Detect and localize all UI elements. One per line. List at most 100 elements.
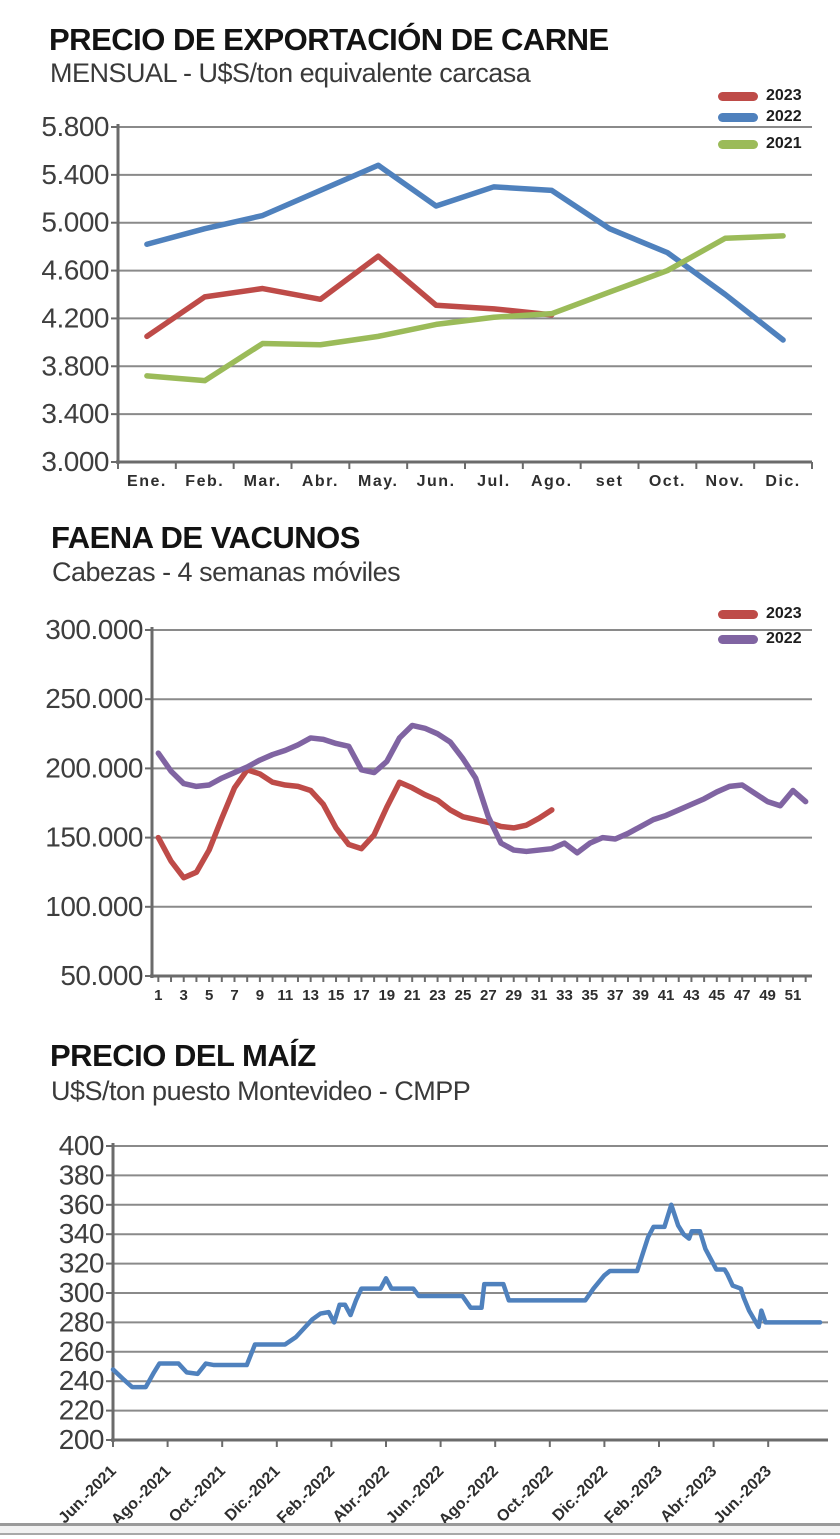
y-tick-label: 4.200 [41,302,109,333]
x-tick-label: 1 [154,987,162,1004]
series-line-2023 [155,767,555,881]
x-tick-label: 37 [607,987,624,1004]
series-line-2022 [155,722,809,856]
x-tick-label: 23 [429,987,446,1004]
x-tick-label: 11 [277,987,293,1004]
x-tick-label: 19 [378,987,395,1004]
y-tick-label: 380 [59,1159,104,1190]
x-tick-label: 47 [734,987,751,1004]
x-tick-label: 21 [404,987,421,1004]
y-tick-label: 240 [59,1365,104,1396]
x-tick-label: Oct.-2022 [494,1463,557,1526]
y-tick-label: 4.600 [41,255,109,286]
series-line-2021 [144,233,786,384]
y-tick-label: 320 [59,1248,104,1279]
legend-item-2023: 2023 [718,605,802,622]
y-tick-label: 5.400 [41,159,109,190]
y-tick-label: 360 [59,1189,104,1220]
y-tick-label: 150.000 [45,822,143,853]
x-tick-label: 13 [302,987,319,1004]
x-tick-label: Ene. [127,473,167,490]
y-tick-label: 280 [59,1306,104,1337]
x-tick-label: 45 [708,987,725,1004]
x-tick-label: Ago.-2022 [436,1463,502,1529]
x-tick-label: Abr. [302,473,339,490]
legend-swatch-2022 [718,112,758,122]
x-tick-label: Feb.-2022 [274,1463,338,1527]
chart2-plot: 300.000 250.000 200.000 150.000 100.000 50.00… [45,614,812,1004]
y-tick-label: 300 [59,1277,104,1308]
x-tick-label: 41 [658,987,675,1004]
x-tick-label: 15 [328,987,345,1004]
chart1-plot: 5.800 5.400 5.000 4.600 4.200 3.800 3.400 3.000… [41,111,813,490]
y-tick-label: 400 [59,1130,104,1161]
chart1-title: PRECIO DE EXPORTACIÓN DE CARNE [49,22,609,57]
legend-label: 2022 [766,108,802,125]
x-tick-label: Oct. [649,473,686,490]
y-tick-label: 220 [59,1395,104,1426]
y-tick-label: 300.000 [45,614,143,645]
y-tick-label: 340 [59,1218,104,1249]
x-tick-label: 7 [230,987,238,1004]
x-tick-label: 31 [531,987,548,1004]
y-tick-label: 3.400 [41,398,109,429]
x-tick-label: 5 [205,987,213,1004]
chart1-subtitle: MENSUAL - U$S/ton equivalente carcasa [50,58,531,88]
x-tick-label: 49 [759,987,776,1004]
x-tick-label: Nov. [706,473,745,490]
x-tick-label: Feb.-2023 [602,1463,666,1527]
legend-swatch-2021 [718,139,758,149]
y-tick-label: 5.000 [41,207,109,238]
x-tick-label: Jun. [417,473,456,490]
x-tick-label: 9 [256,987,264,1004]
chart2-title: FAENA DE VACUNOS [51,520,360,555]
x-tick-label: Dic. [765,473,800,490]
y-tick-label: 200 [59,1424,104,1455]
legend-swatch-2022 [718,634,758,644]
x-tick-label: 51 [785,987,802,1004]
y-tick-label: 100.000 [45,891,143,922]
x-tick-label: 29 [505,987,522,1004]
legend-label: 2023 [766,87,802,104]
chart3-subtitle: U$S/ton puesto Montevideo - CMPP [51,1076,471,1106]
x-tick-label: 27 [480,987,497,1004]
legend-swatch-2023 [718,609,758,619]
legend-label: 2023 [766,605,802,622]
x-tick-label: 25 [455,987,472,1004]
x-tick-label: set [596,473,624,490]
y-tick-label: 3.800 [41,350,109,381]
x-tick-label: 3 [180,987,188,1004]
x-tick-label: 33 [556,987,573,1004]
legend-label: 2022 [766,630,802,647]
series-line-2023 [144,253,555,340]
x-tick-label: Jun.-2023 [711,1463,775,1527]
series-line-2022 [144,162,786,343]
chart3-title: PRECIO DEL MAÍZ [50,1038,316,1073]
legend-item-2023: 2023 [718,87,802,104]
series-line-precio-del-ma-z [110,1202,823,1390]
legend-item-2021: 2021 [718,135,802,152]
x-tick-label: Ago.-2021 [108,1463,174,1529]
x-tick-label: May. [358,473,398,490]
x-tick-label: 43 [683,987,700,1004]
x-tick-label: Feb. [185,473,224,490]
y-tick-label: 250.000 [45,683,143,714]
x-tick-label: 17 [353,987,370,1004]
chart2-subtitle: Cabezas - 4 semanas móviles [52,557,401,587]
y-tick-label: 200.000 [45,752,143,783]
x-tick-label: Ago. [531,473,573,490]
x-tick-label: Oct.-2021 [166,1463,229,1526]
y-tick-label: 50.000 [60,960,143,991]
x-tick-label: 39 [632,987,649,1004]
y-tick-label: 3.000 [41,446,109,477]
x-tick-label: Jul. [477,473,511,490]
x-tick-label: 35 [582,987,599,1004]
x-tick-label: Mar. [244,473,282,490]
legend-item-2022: 2022 [718,108,802,125]
y-tick-label: 5.800 [41,111,109,142]
y-tick-label: 260 [59,1336,104,1367]
bottom-divider [0,1523,840,1535]
